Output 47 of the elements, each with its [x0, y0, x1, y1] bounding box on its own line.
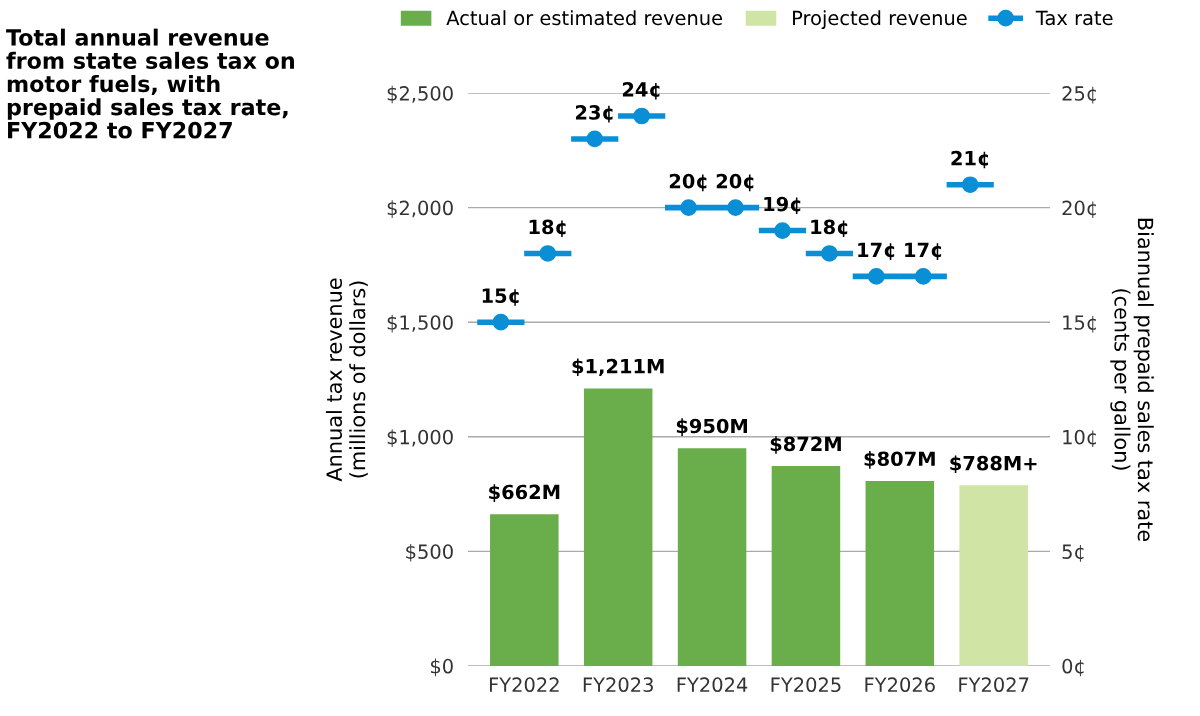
data-label: $872M: [770, 436, 841, 454]
y-tick-label: $2,500: [387, 85, 453, 104]
y2-tick-label: 25¢: [1062, 86, 1096, 104]
data-label: 20¢: [669, 173, 707, 192]
y-tick-label: $2,000: [387, 200, 453, 218]
data-label: 17¢: [905, 242, 942, 260]
data-label: 20¢: [716, 173, 754, 192]
y2-axis-title: Biannual prepaid sales tax rate (cents per gallon): [1110, 218, 1154, 542]
bar: [771, 466, 841, 666]
x-tick-label: FY2024: [677, 677, 748, 693]
bar: [865, 480, 935, 666]
data-label: 21¢: [951, 150, 988, 169]
data-label: 23¢: [575, 105, 613, 123]
y2-tick-label: 20¢: [1062, 200, 1096, 218]
y2-tick-label: 0¢: [1062, 658, 1084, 677]
y2-tick-label: 10¢: [1063, 429, 1096, 448]
y-tick-label: $0: [430, 658, 453, 677]
x-tick-label: FY2025: [771, 677, 841, 693]
data-label: 24¢: [622, 82, 660, 100]
data-label: 18¢: [529, 219, 566, 237]
bar: [583, 388, 653, 666]
data-label: $662M: [489, 484, 560, 502]
data-label: 15¢: [482, 288, 519, 306]
y-tick-label: $500: [406, 543, 453, 562]
data-label: 18¢: [811, 219, 848, 237]
x-tick-label: FY2022: [489, 677, 559, 693]
y2-tick-label: 15¢: [1063, 315, 1096, 333]
text: Total annual revenue from state sales tax on motor fuels, with prepaid sales tax rate, FY2022 to FY2027: [6, 28, 294, 139]
legend-label: Tax rate: [1035, 10, 1113, 26]
bar: [959, 485, 1028, 666]
data-label: $1,211M: [572, 358, 664, 377]
x-tick-label: FY2027: [959, 677, 1029, 693]
y-tick-label: $1,000: [387, 429, 453, 448]
data-label: $788M+: [950, 455, 1037, 474]
bar: [677, 448, 747, 666]
legend-label: Actual or estimated revenue: [446, 10, 723, 26]
y-axis-title: Annual tax revenue (millions of dollars): [325, 278, 368, 482]
legend-label: Projected revenue: [793, 10, 967, 30]
data-label: 19¢: [764, 196, 801, 215]
x-tick-label: FY2026: [865, 677, 935, 693]
x-tick-label: FY2023: [583, 677, 653, 693]
y2-tick-label: 5¢: [1062, 544, 1084, 562]
data-label: $950M: [676, 418, 747, 436]
y-tick-label: $1,500: [387, 314, 453, 333]
data-label: $807M: [864, 451, 935, 469]
data-label: 17¢: [858, 242, 895, 260]
bar: [490, 514, 559, 666]
